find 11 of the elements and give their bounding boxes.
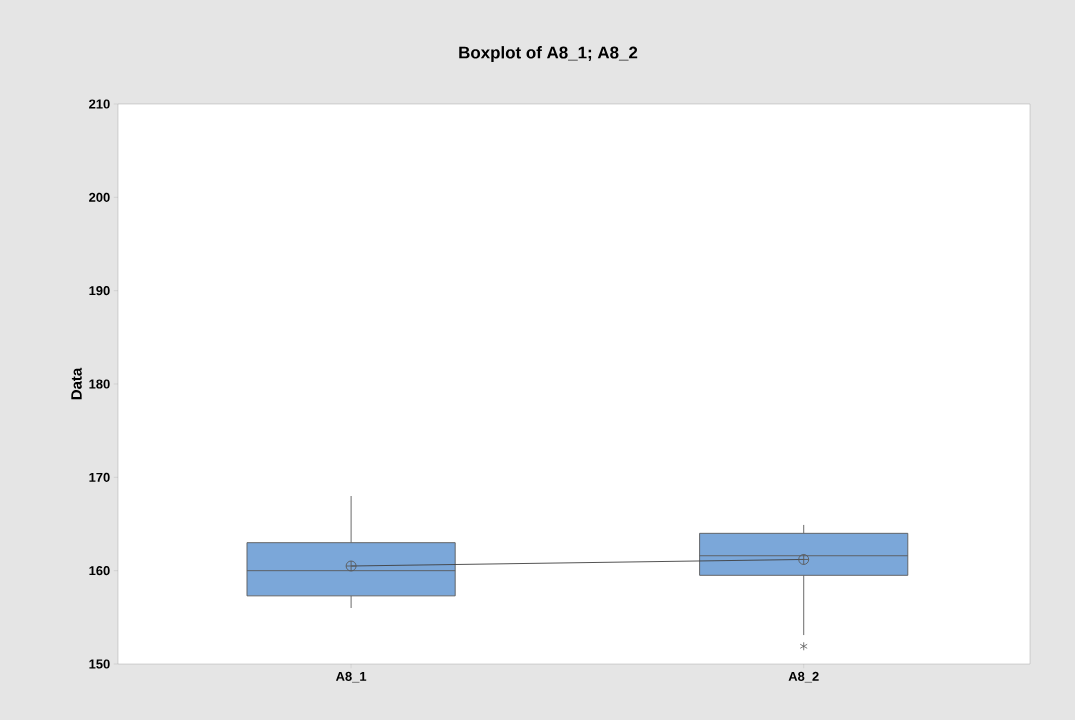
y-tick-label: 180: [89, 379, 110, 389]
x-tick-label: A8_1: [335, 671, 367, 683]
y-tick-label: 170: [89, 472, 110, 482]
y-tick-label: 210: [89, 99, 110, 109]
y-axis-title: Data: [71, 367, 82, 400]
y-tick-label: 150: [89, 659, 110, 669]
chart-title: Boxplot of A8_1; A8_2: [459, 46, 638, 62]
y-tick-label: 160: [89, 566, 110, 576]
y-tick-label: 190: [89, 286, 110, 296]
y-tick-label: 200: [89, 192, 110, 202]
x-tick-label: A8_2: [788, 671, 819, 683]
